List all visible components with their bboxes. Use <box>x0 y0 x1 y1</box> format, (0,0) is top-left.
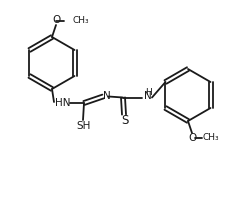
Text: O: O <box>188 133 197 143</box>
Text: CH₃: CH₃ <box>72 16 89 25</box>
Text: O: O <box>52 15 60 25</box>
Text: HN: HN <box>55 98 71 108</box>
Text: SH: SH <box>76 121 91 131</box>
Text: H: H <box>145 88 151 96</box>
Text: CH₃: CH₃ <box>203 134 219 142</box>
Text: N: N <box>103 91 111 101</box>
Text: S: S <box>121 114 128 127</box>
Text: N: N <box>144 91 152 101</box>
